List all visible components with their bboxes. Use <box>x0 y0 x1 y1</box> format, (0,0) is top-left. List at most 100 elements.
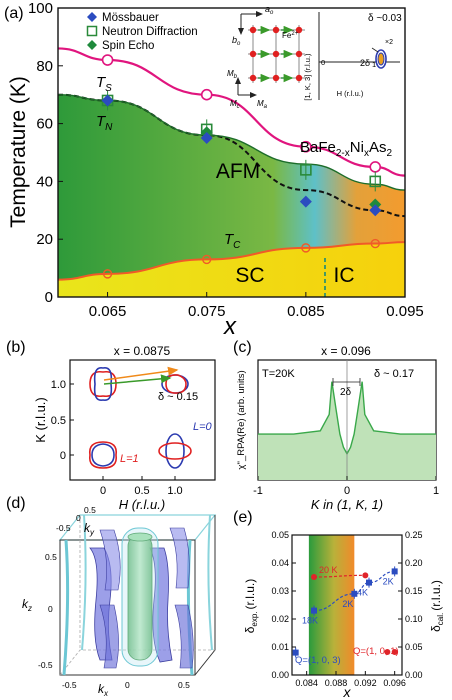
tc-label: TC <box>224 231 241 251</box>
fe-atom <box>295 26 303 34</box>
e-red-point <box>362 572 369 579</box>
legend-neutron: Neutron Diffraction <box>102 26 198 38</box>
e-xtick-label: 0.096 <box>383 678 406 688</box>
c-xtick-label: -1 <box>253 485 263 497</box>
a-xlabel: x <box>223 313 237 340</box>
panel-b-plot: x = 0.0875 0 0.5 1.0 0 0.5 1.0 H (r.l.u.) K (… <box>33 344 216 512</box>
legend-mossbauer: Mössbauer <box>102 12 159 24</box>
panel-c-label: (c) <box>233 339 252 356</box>
e-gradient <box>308 535 355 675</box>
svg-text:2δ: 2δ <box>360 58 370 68</box>
e-blue-point <box>366 579 372 586</box>
a-ytick-label: 80 <box>36 58 53 75</box>
panel-b-frame <box>69 359 216 481</box>
c-temp: T=20K <box>262 368 295 380</box>
c-xtick-label: 1 <box>433 485 439 497</box>
svg-text:[1, K, 3] (r.l.u.): [1, K, 3] (r.l.u.) <box>303 53 312 101</box>
e-red-label: 20 K <box>319 565 338 575</box>
ts-point <box>369 161 382 173</box>
e-ytick-left-label: 0.05 <box>271 530 289 540</box>
e-blue-label: 18K <box>302 616 318 626</box>
panel-a-label: (a) <box>4 5 24 22</box>
e-ytick-right-label: 0.05 <box>405 642 423 652</box>
ts-point <box>101 54 114 66</box>
d-kx: kx <box>98 682 109 698</box>
e-ylabel-left: δexp.(r.l.u.) <box>243 579 259 633</box>
b-ytick-label: 1.0 <box>51 379 66 391</box>
a-xtick-label: 0.095 <box>386 303 424 320</box>
a-xtick-label: 0.065 <box>89 303 127 320</box>
tc-point <box>102 269 113 279</box>
e-blue-point <box>311 607 317 614</box>
a-xtick-label: 0.085 <box>287 303 325 320</box>
mossbauer-point <box>299 195 312 208</box>
e-xtick-label: 0.084 <box>295 678 318 688</box>
e-ytick-left-label: 0.04 <box>271 558 289 568</box>
a-ylabel: Temperature (K) <box>7 76 30 228</box>
q-space-inset: [1, K, 3] (r.l.u.) H (r.l.u.) δ ~0.03 0 … <box>303 12 402 101</box>
e-red-fit <box>313 574 366 578</box>
afm-region <box>58 94 405 280</box>
e-blue-point <box>351 590 358 597</box>
e-xlabel: x <box>343 684 352 700</box>
panel-e-frame <box>291 534 403 676</box>
mossbauer-point <box>200 132 213 145</box>
legend-square-green <box>86 25 98 37</box>
ts-point <box>300 140 312 153</box>
svg-text:0: 0 <box>321 58 325 67</box>
ts-point <box>200 88 213 101</box>
e-ytick-left-label: 0.02 <box>271 614 289 624</box>
nd-point <box>300 164 312 176</box>
tn-label: TN <box>96 113 113 133</box>
a-ytick-label: 40 <box>36 173 53 190</box>
svg-text:0.5: 0.5 <box>84 505 96 515</box>
e-xtick-label: 0.088 <box>325 678 348 688</box>
legend-diamond-blue <box>87 12 97 22</box>
b-title: x = 0.0875 <box>114 344 171 358</box>
fe-atom <box>295 74 303 82</box>
b-l0: L=0 <box>193 421 213 433</box>
panel-d-3d: ky kz kx -0.5 0 0.5 0.5 0 -0.5 -0.5 0 0.… <box>22 505 217 698</box>
panel-b-label: (b) <box>6 339 26 356</box>
svg-text:0: 0 <box>76 513 81 523</box>
d-ky: ky <box>84 521 95 537</box>
e-red-point <box>391 649 398 656</box>
e-q-right: Q=(1, 0, 1) <box>353 646 399 657</box>
b-ytick-label: 0.5 <box>51 415 66 427</box>
fermi-pockets <box>88 366 192 469</box>
svg-text:-0.5: -0.5 <box>38 660 53 670</box>
e-blue-point <box>292 649 299 656</box>
afm-label: AFM <box>216 160 260 183</box>
svg-text:Fe2+: Fe2+ <box>282 31 299 40</box>
e-blue-label: 2K <box>383 576 394 586</box>
b-xlabel: H (r.l.u.) <box>119 497 165 512</box>
a-ytick-label: 60 <box>36 116 53 133</box>
d-kz: kz <box>22 597 32 613</box>
e-blue-point <box>391 568 398 575</box>
svg-text:0.5: 0.5 <box>178 680 190 690</box>
fe-atom <box>249 50 257 58</box>
b-xtick-label: 0.5 <box>134 485 149 497</box>
e-xtick-label: 0.092 <box>354 678 377 688</box>
b-xtick-label: 1.0 <box>167 485 182 497</box>
panel-e-label: (e) <box>233 509 253 526</box>
fe-atom <box>272 50 280 58</box>
panel-a-plot: 0 20 40 60 80 100 0.065 0.075 0.085 0.095 Tempera… <box>7 0 424 340</box>
svg-text:ao: ao <box>265 4 274 16</box>
mossbauer-point <box>369 204 382 217</box>
e-ytick-left-label: 0.00 <box>271 670 289 680</box>
c-xtick-label: 0 <box>344 485 350 497</box>
sc-region <box>58 242 405 297</box>
e-ytick-right-label: 0.00 <box>405 670 423 680</box>
tc-point <box>370 238 380 249</box>
svg-text:-0.5: -0.5 <box>56 523 71 533</box>
e-ylabel-right: δcal.(r.l.u.) <box>429 580 445 632</box>
b-xtick-label: 0 <box>100 485 106 497</box>
tc-point <box>301 243 311 253</box>
e-q-left: Q=(1, 0, 3) <box>295 655 341 666</box>
e-blue-fit <box>313 570 395 612</box>
e-ytick-right-label: 0.25 <box>405 530 423 540</box>
fe-atom <box>272 74 280 82</box>
panel-a-frame <box>57 7 406 298</box>
c-title: x = 0.096 <box>321 344 371 358</box>
